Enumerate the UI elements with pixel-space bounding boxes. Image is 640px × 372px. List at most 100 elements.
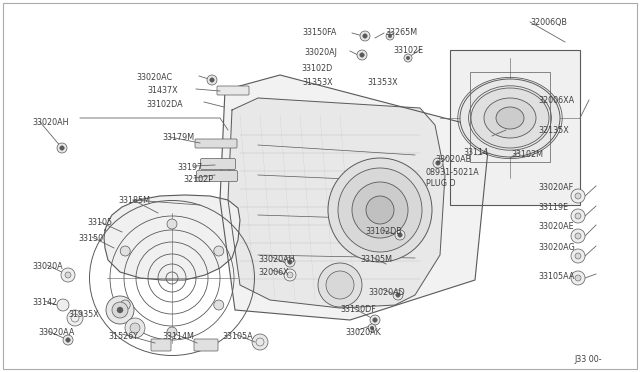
Circle shape xyxy=(61,268,75,282)
Circle shape xyxy=(571,229,585,243)
Circle shape xyxy=(328,158,432,262)
FancyBboxPatch shape xyxy=(196,170,237,182)
Circle shape xyxy=(436,161,440,165)
Circle shape xyxy=(214,300,224,310)
Text: 31935X: 31935X xyxy=(68,310,99,319)
Circle shape xyxy=(167,219,177,229)
Text: 33020AB: 33020AB xyxy=(435,155,471,164)
Circle shape xyxy=(366,196,394,224)
Text: 33150FA: 33150FA xyxy=(303,28,337,37)
Text: 31353X: 31353X xyxy=(367,78,397,87)
Circle shape xyxy=(318,263,362,307)
FancyBboxPatch shape xyxy=(194,339,218,351)
Text: 33105AA: 33105AA xyxy=(538,272,574,281)
Text: 33179M: 33179M xyxy=(162,133,194,142)
Circle shape xyxy=(575,193,581,199)
Text: J33 00-: J33 00- xyxy=(574,355,602,364)
Circle shape xyxy=(404,54,412,62)
Circle shape xyxy=(372,318,377,322)
Text: 33020AH: 33020AH xyxy=(32,118,68,127)
Circle shape xyxy=(352,182,408,238)
Text: 33119E: 33119E xyxy=(538,203,568,212)
Circle shape xyxy=(395,230,405,240)
Text: 33114M: 33114M xyxy=(162,332,194,341)
Text: 31353X: 31353X xyxy=(302,78,333,87)
Text: 31526Y: 31526Y xyxy=(108,332,138,341)
FancyBboxPatch shape xyxy=(151,339,171,351)
Text: 33102M: 33102M xyxy=(511,150,543,159)
Circle shape xyxy=(57,299,69,311)
Text: 33020AH: 33020AH xyxy=(258,255,294,264)
Circle shape xyxy=(386,32,394,40)
Text: 33114: 33114 xyxy=(463,148,488,157)
Text: 33105A: 33105A xyxy=(222,332,253,341)
Text: 33105M: 33105M xyxy=(360,255,392,264)
Circle shape xyxy=(67,310,83,326)
Text: 32006XA: 32006XA xyxy=(538,96,574,105)
Circle shape xyxy=(575,275,581,281)
Text: 31437X: 31437X xyxy=(147,86,178,95)
Circle shape xyxy=(288,260,292,264)
Circle shape xyxy=(57,143,67,153)
Circle shape xyxy=(287,272,293,278)
Polygon shape xyxy=(228,98,445,308)
FancyBboxPatch shape xyxy=(200,158,236,170)
Text: 33142: 33142 xyxy=(32,298,57,307)
Circle shape xyxy=(396,293,400,297)
Bar xyxy=(450,50,580,205)
Text: 33102DB: 33102DB xyxy=(365,227,402,236)
Text: 33020AA: 33020AA xyxy=(38,328,74,337)
Text: 32006QB: 32006QB xyxy=(530,18,567,27)
Polygon shape xyxy=(220,75,490,320)
Circle shape xyxy=(357,50,367,60)
Circle shape xyxy=(571,271,585,285)
Text: 32102P: 32102P xyxy=(183,175,213,184)
Text: 33102E: 33102E xyxy=(393,46,423,55)
Circle shape xyxy=(117,307,123,313)
Circle shape xyxy=(120,300,130,310)
Circle shape xyxy=(360,31,370,41)
Circle shape xyxy=(66,338,70,342)
Text: 08931-5021A: 08931-5021A xyxy=(426,168,480,177)
Text: 33150DF: 33150DF xyxy=(340,305,376,314)
Circle shape xyxy=(388,34,392,38)
Text: 33020AJ: 33020AJ xyxy=(304,48,337,57)
Circle shape xyxy=(167,327,177,337)
Text: 32135X: 32135X xyxy=(538,126,569,135)
Text: 33185M: 33185M xyxy=(118,196,150,205)
Text: 33197: 33197 xyxy=(177,163,202,172)
Text: 33102D: 33102D xyxy=(301,64,333,73)
Text: 33105: 33105 xyxy=(87,218,112,227)
Circle shape xyxy=(63,335,73,345)
Circle shape xyxy=(285,257,295,267)
Ellipse shape xyxy=(484,98,536,138)
Circle shape xyxy=(120,246,130,256)
Text: 33102DA: 33102DA xyxy=(147,100,183,109)
Circle shape xyxy=(60,146,64,150)
Circle shape xyxy=(368,324,376,332)
Circle shape xyxy=(575,213,581,219)
Ellipse shape xyxy=(471,88,549,148)
Text: 33265M: 33265M xyxy=(385,28,417,37)
Text: 32006X: 32006X xyxy=(258,268,289,277)
Text: 33150: 33150 xyxy=(78,234,103,243)
Circle shape xyxy=(207,75,217,85)
Circle shape xyxy=(284,269,296,281)
Circle shape xyxy=(130,323,140,333)
Bar xyxy=(470,72,550,162)
Circle shape xyxy=(326,271,354,299)
Circle shape xyxy=(338,168,422,252)
Circle shape xyxy=(571,209,585,223)
Circle shape xyxy=(252,334,268,350)
Text: 33020AC: 33020AC xyxy=(137,73,173,82)
Ellipse shape xyxy=(496,107,524,129)
Ellipse shape xyxy=(460,79,560,157)
Circle shape xyxy=(370,315,380,325)
Text: 33020AE: 33020AE xyxy=(538,222,573,231)
Circle shape xyxy=(360,53,364,57)
Circle shape xyxy=(571,249,585,263)
Circle shape xyxy=(575,253,581,259)
Text: 33020AF: 33020AF xyxy=(538,183,573,192)
Circle shape xyxy=(214,246,224,256)
Circle shape xyxy=(370,326,374,330)
